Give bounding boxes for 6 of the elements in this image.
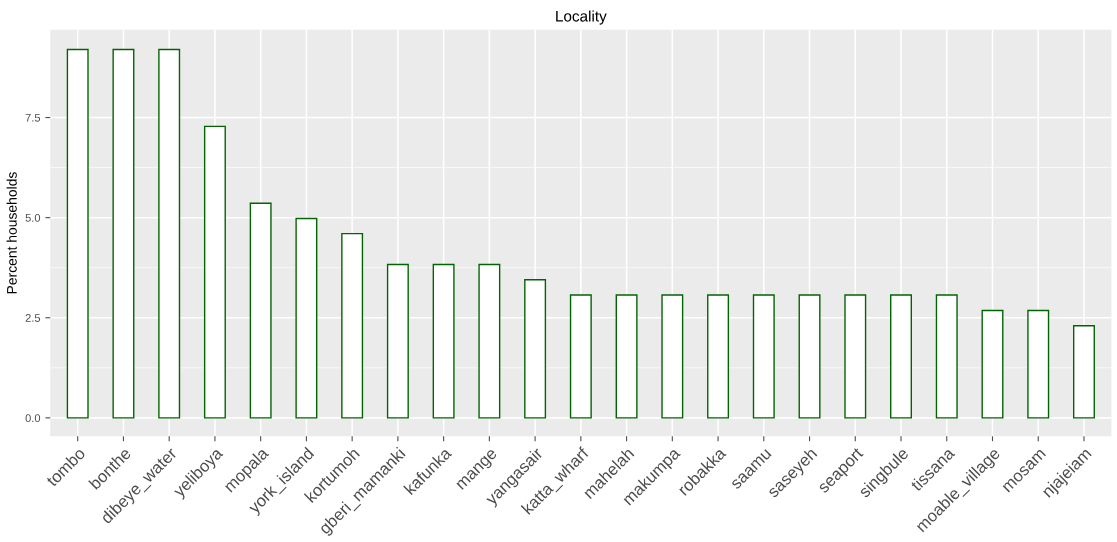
y-tick-label: 0.0 [25, 414, 41, 423]
y-tick-label: 7.5 [25, 113, 41, 122]
chart-title: Locality [556, 10, 607, 25]
y-tick-label: 5.0 [25, 213, 41, 222]
y-axis-title: Percent households [6, 172, 17, 294]
y-tick-label: 2.5 [25, 314, 41, 322]
